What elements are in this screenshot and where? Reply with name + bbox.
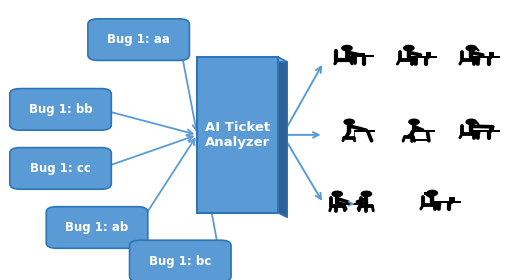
Text: Bug 1: bc: Bug 1: bc xyxy=(149,255,211,267)
Text: AI Ticket
Analyzer: AI Ticket Analyzer xyxy=(205,121,270,149)
FancyBboxPatch shape xyxy=(353,130,375,132)
Circle shape xyxy=(427,190,437,196)
Circle shape xyxy=(342,45,352,51)
Polygon shape xyxy=(197,57,287,62)
FancyBboxPatch shape xyxy=(10,148,111,189)
FancyBboxPatch shape xyxy=(129,240,231,280)
Circle shape xyxy=(409,119,419,125)
Circle shape xyxy=(466,45,477,51)
Text: Bug 1: ab: Bug 1: ab xyxy=(65,221,128,234)
Text: Bug 1: aa: Bug 1: aa xyxy=(107,33,170,46)
Circle shape xyxy=(332,191,342,197)
FancyBboxPatch shape xyxy=(10,88,111,130)
Circle shape xyxy=(404,45,414,51)
Polygon shape xyxy=(278,57,287,218)
FancyBboxPatch shape xyxy=(197,57,278,213)
FancyBboxPatch shape xyxy=(88,19,189,60)
FancyBboxPatch shape xyxy=(474,130,500,132)
FancyBboxPatch shape xyxy=(353,53,365,56)
FancyBboxPatch shape xyxy=(474,56,500,58)
FancyBboxPatch shape xyxy=(351,55,374,57)
Circle shape xyxy=(361,191,372,197)
FancyBboxPatch shape xyxy=(449,197,455,202)
Circle shape xyxy=(344,119,354,125)
Circle shape xyxy=(466,119,477,125)
FancyBboxPatch shape xyxy=(489,126,494,130)
FancyBboxPatch shape xyxy=(435,201,461,203)
FancyBboxPatch shape xyxy=(426,52,431,57)
FancyBboxPatch shape xyxy=(336,203,366,205)
FancyBboxPatch shape xyxy=(412,130,435,132)
FancyBboxPatch shape xyxy=(489,52,494,57)
Text: Bug 1: bb: Bug 1: bb xyxy=(29,103,92,116)
Text: Bug 1: cc: Bug 1: cc xyxy=(30,162,91,175)
FancyBboxPatch shape xyxy=(46,207,148,248)
FancyBboxPatch shape xyxy=(424,192,428,195)
FancyBboxPatch shape xyxy=(412,56,437,58)
